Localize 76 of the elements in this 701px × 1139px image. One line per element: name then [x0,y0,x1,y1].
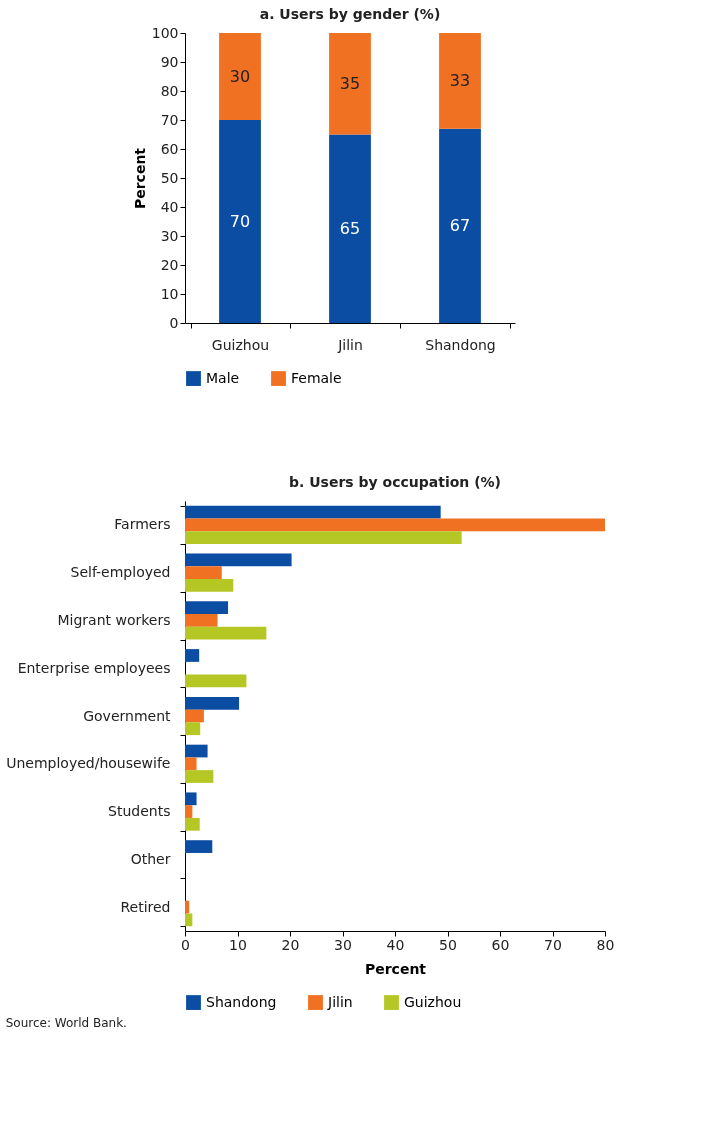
bar [185,614,218,627]
y-tick-label: 20 [160,256,179,273]
bar [185,722,201,736]
x-axis-title: Percent [364,960,427,977]
y-tick-label: Self-employed [70,564,171,581]
bar [185,805,193,818]
y-tick-label: Migrant workers [57,611,171,628]
bar [185,709,204,723]
bar [439,33,481,129]
y-tick-label: 60 [160,140,179,157]
bar [185,840,213,853]
bar [185,626,267,640]
y-tick-label: 80 [160,82,179,99]
y-axis-title: Percent [131,147,148,210]
bar [185,505,441,519]
bar [185,531,462,544]
x-tick-label: 80 [596,936,615,953]
x-tick-label: 0 [181,936,190,953]
legend-label: Guizhou [404,993,462,1010]
x-tick-label: Jilin [337,336,363,353]
legend-label: Female [291,369,342,386]
bar [185,649,200,662]
y-tick-label: 30 [160,227,179,244]
bar [185,601,229,615]
y-tick-label: Farmers [114,516,171,533]
x-tick-label: 40 [386,936,405,953]
bar [439,128,481,323]
data-label: 65 [339,218,361,238]
y-tick-label: 90 [160,53,179,70]
x-tick-label: Shandong [425,336,496,353]
y-tick-label: Other [130,850,171,867]
y-tick-label: Students [108,803,171,820]
data-label: 33 [449,70,471,90]
bar [219,33,261,120]
data-label: 70 [229,211,251,231]
y-tick-label: 40 [160,198,179,215]
x-tick-label: 60 [491,936,510,953]
y-tick-label: 100 [151,24,179,41]
bar [185,553,292,567]
bar [329,33,371,135]
data-label: 67 [449,215,471,235]
bar [185,674,247,688]
bar [185,770,214,783]
x-tick-label: 20 [281,936,300,953]
x-tick-label: 30 [334,936,352,953]
bar [185,913,193,927]
bar [185,817,200,831]
legend-label: Shandong [206,993,277,1010]
bar [185,696,240,710]
bar [185,579,234,592]
x-tick-label: 10 [229,936,247,953]
y-tick-label: Retired [120,898,171,915]
data-label: 30 [229,66,251,86]
y-tick-label: 10 [160,285,179,302]
bar [219,120,261,323]
y-tick-label: Unemployed/housewife [6,755,171,772]
x-tick-label: 50 [439,936,457,953]
bar [185,566,222,580]
y-tick-label: 50 [160,169,179,186]
bar [185,792,197,806]
source-note: Source: World Bank. [5,1016,127,1030]
x-tick-label: Guizhou [211,336,270,353]
data-label: 35 [339,73,361,93]
bar [185,518,605,532]
bar [185,757,197,771]
legend-label: Jilin [327,993,353,1010]
y-tick-label: Government [83,707,172,724]
x-tick-label: 70 [544,936,562,953]
bar [185,744,208,758]
chart-title: a. Users by gender (%) [259,6,441,22]
y-tick-label: 70 [160,111,179,128]
y-tick-label: Enterprise employees [17,659,171,676]
legend-label: Male [206,369,240,386]
chart-title: b. Users by occupation (%) [289,474,501,490]
bar [329,134,371,323]
y-tick-label: 0 [169,314,179,331]
